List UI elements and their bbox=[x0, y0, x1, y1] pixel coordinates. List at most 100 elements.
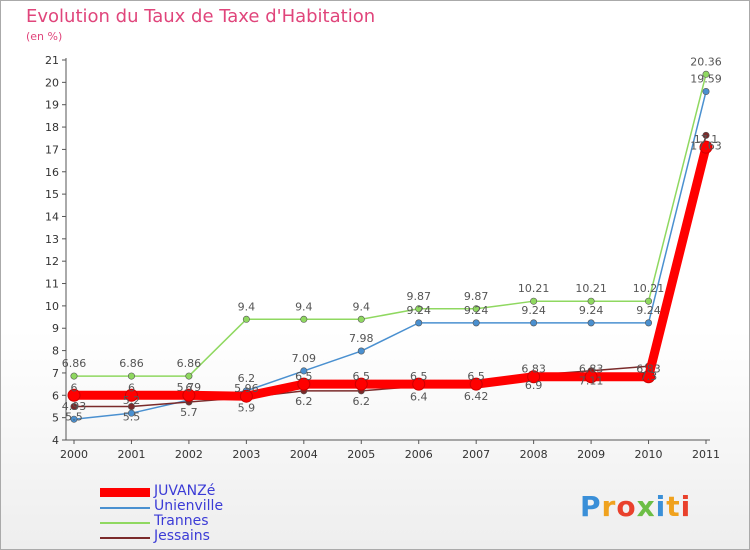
data-point bbox=[70, 372, 78, 380]
legend-label: Unienville bbox=[154, 498, 224, 514]
data-label: 6.5 bbox=[353, 370, 371, 383]
data-point bbox=[357, 347, 365, 355]
x-tick-label: 2007 bbox=[462, 448, 490, 461]
logo-letter: i bbox=[655, 490, 667, 523]
y-tick-label: 13 bbox=[45, 233, 59, 246]
y-tick-label: 21 bbox=[45, 54, 59, 67]
y-tick-label: 5 bbox=[52, 412, 59, 425]
y-tick-label: 16 bbox=[45, 166, 59, 179]
data-point bbox=[645, 297, 653, 305]
legend-label: Trannes bbox=[154, 513, 209, 529]
data-point bbox=[70, 415, 78, 423]
data-point bbox=[239, 389, 253, 403]
y-tick-label: 9 bbox=[52, 322, 59, 335]
data-label: 6 bbox=[128, 381, 135, 394]
series-line-unienville bbox=[73, 90, 707, 420]
data-label: 10.21 bbox=[633, 282, 665, 295]
data-label: 6.5 bbox=[295, 370, 313, 383]
data-label: 5.7 bbox=[180, 406, 198, 419]
y-tick-label: 15 bbox=[45, 188, 59, 201]
legend-item: Trannes bbox=[100, 513, 300, 529]
data-label: 6 bbox=[185, 381, 192, 394]
logo-letter: r bbox=[601, 490, 617, 523]
data-point bbox=[412, 377, 426, 391]
data-label: 6.42 bbox=[464, 390, 489, 403]
data-point bbox=[127, 409, 135, 417]
data-label: 9.24 bbox=[406, 304, 431, 317]
data-label: 6.2 bbox=[295, 395, 313, 408]
chart-title: Evolution du Taux de Taxe d'Habitation bbox=[26, 6, 376, 27]
data-point bbox=[472, 319, 480, 327]
data-label: 9.24 bbox=[636, 304, 661, 317]
data-point bbox=[127, 402, 135, 410]
data-point bbox=[354, 377, 368, 391]
y-tick-label: 18 bbox=[45, 121, 59, 134]
data-label: 6 bbox=[71, 381, 78, 394]
data-label: 6.83 bbox=[521, 363, 546, 376]
x-tick-label: 2009 bbox=[577, 448, 605, 461]
x-tick-label: 2000 bbox=[60, 448, 88, 461]
data-point bbox=[469, 377, 483, 391]
y-tick-label: 14 bbox=[45, 210, 59, 223]
data-label: 9.87 bbox=[464, 290, 489, 303]
data-label: 19.59 bbox=[690, 73, 722, 86]
x-tick-label: 2004 bbox=[290, 448, 318, 461]
data-label: 6.86 bbox=[119, 357, 144, 370]
series-line-jessains bbox=[73, 134, 707, 408]
data-point bbox=[584, 370, 598, 384]
x-tick-label: 2005 bbox=[347, 448, 375, 461]
data-point bbox=[645, 319, 653, 327]
data-label: 5.2 bbox=[123, 394, 141, 407]
data-label: 6.5 bbox=[467, 370, 485, 383]
y-tick-label: 11 bbox=[45, 278, 59, 291]
data-point bbox=[527, 370, 541, 384]
data-label: 6.2 bbox=[353, 395, 371, 408]
data-point bbox=[185, 372, 193, 380]
data-label: 10.21 bbox=[518, 282, 550, 295]
data-point bbox=[300, 367, 308, 375]
y-tick-label: 8 bbox=[52, 345, 59, 358]
data-label: 5.79 bbox=[177, 381, 202, 394]
data-point bbox=[530, 297, 538, 305]
y-tick-label: 10 bbox=[45, 300, 59, 313]
data-point bbox=[702, 131, 710, 139]
x-tick-label: 2003 bbox=[232, 448, 260, 461]
series-line-juvanz- bbox=[69, 142, 711, 401]
data-label: 9.24 bbox=[579, 304, 604, 317]
data-label: 7.11 bbox=[579, 375, 604, 388]
data-label: 7.98 bbox=[349, 332, 374, 345]
data-label: 9.24 bbox=[464, 304, 489, 317]
legend-item: JUVANZé bbox=[100, 483, 300, 499]
data-label: 6.9 bbox=[525, 379, 543, 392]
x-tick-label: 2010 bbox=[635, 448, 663, 461]
x-tick-label: 2008 bbox=[520, 448, 548, 461]
data-label: 6.86 bbox=[177, 357, 202, 370]
data-point bbox=[415, 305, 423, 313]
data-label: 6.2 bbox=[238, 372, 256, 385]
data-label: 7.3 bbox=[640, 370, 658, 383]
x-tick-label: 2006 bbox=[405, 448, 433, 461]
data-point bbox=[472, 305, 480, 313]
data-point bbox=[67, 388, 81, 402]
data-point bbox=[242, 315, 250, 323]
data-point bbox=[642, 370, 656, 384]
data-label: 4.93 bbox=[62, 400, 87, 413]
data-label: 20.36 bbox=[690, 55, 722, 68]
data-point bbox=[357, 315, 365, 323]
legend-swatch bbox=[100, 522, 150, 524]
legend-swatch bbox=[100, 488, 150, 497]
data-label: 17.1 bbox=[694, 133, 719, 146]
data-label: 17.63 bbox=[690, 139, 722, 152]
data-label: 9.24 bbox=[521, 304, 546, 317]
data-label: 10.21 bbox=[575, 282, 607, 295]
data-point bbox=[297, 377, 311, 391]
data-label: 5.5 bbox=[65, 410, 83, 423]
y-tick-label: 19 bbox=[45, 99, 59, 112]
logo-letter: i bbox=[680, 490, 692, 523]
y-tick-label: 6 bbox=[52, 389, 59, 402]
x-tick-label: 2002 bbox=[175, 448, 203, 461]
x-tick-label: 2001 bbox=[117, 448, 145, 461]
x-tick-label: 2011 bbox=[692, 448, 720, 461]
data-label: 6.86 bbox=[62, 357, 87, 370]
